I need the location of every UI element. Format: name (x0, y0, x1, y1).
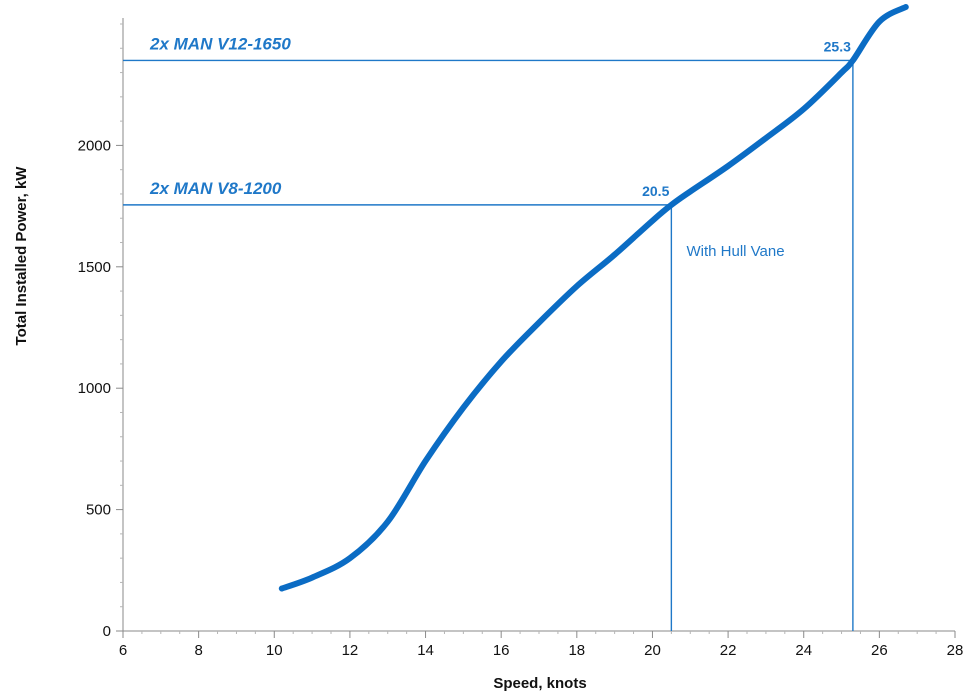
x-tick-label: 28 (947, 642, 964, 659)
x-tick-label: 18 (568, 642, 585, 659)
y-tick-label: 0 (103, 623, 111, 640)
series-layer (278, 4, 909, 592)
y-tick-label: 1500 (78, 259, 111, 276)
annotation-label: With Hull Vane (686, 243, 784, 260)
speed-point-label: 20.5 (642, 183, 669, 199)
speed-point-label: 25.3 (824, 38, 851, 54)
y-tick-label: 500 (86, 502, 111, 519)
y-tick-label: 2000 (78, 137, 111, 154)
reference-lines: 2x MAN V12-1650 25.3 2x MAN V8-1200 20.5 Wit… (123, 34, 854, 631)
x-tick-label: 6 (119, 642, 127, 659)
x-tick-label: 16 (493, 642, 510, 659)
power-curve-line (278, 4, 909, 592)
x-tick-label: 24 (795, 642, 812, 659)
y-tick-label: 1000 (78, 380, 111, 397)
x-tick-label: 8 (194, 642, 202, 659)
y-axis-title: Total Installed Power, kW (13, 166, 30, 346)
x-tick-label: 22 (720, 642, 737, 659)
ref-line-label: 2x MAN V8-1200 (149, 179, 282, 198)
x-tick-label: 26 (871, 642, 888, 659)
x-tick-label: 14 (417, 642, 434, 659)
x-axis-title: Speed, knots (493, 675, 586, 692)
ref-line-label: 2x MAN V12-1650 (149, 34, 291, 53)
x-tick-label: 12 (342, 642, 359, 659)
labels-layer: Speed, knots Total Installed Power, kW (13, 166, 587, 692)
x-tick-label: 10 (266, 642, 283, 659)
axes: 6 8 10 12 14 16 18 20 22 24 26 28 0 500 1000 1500 2000 (78, 18, 964, 659)
x-tick-label: 20 (644, 642, 661, 659)
